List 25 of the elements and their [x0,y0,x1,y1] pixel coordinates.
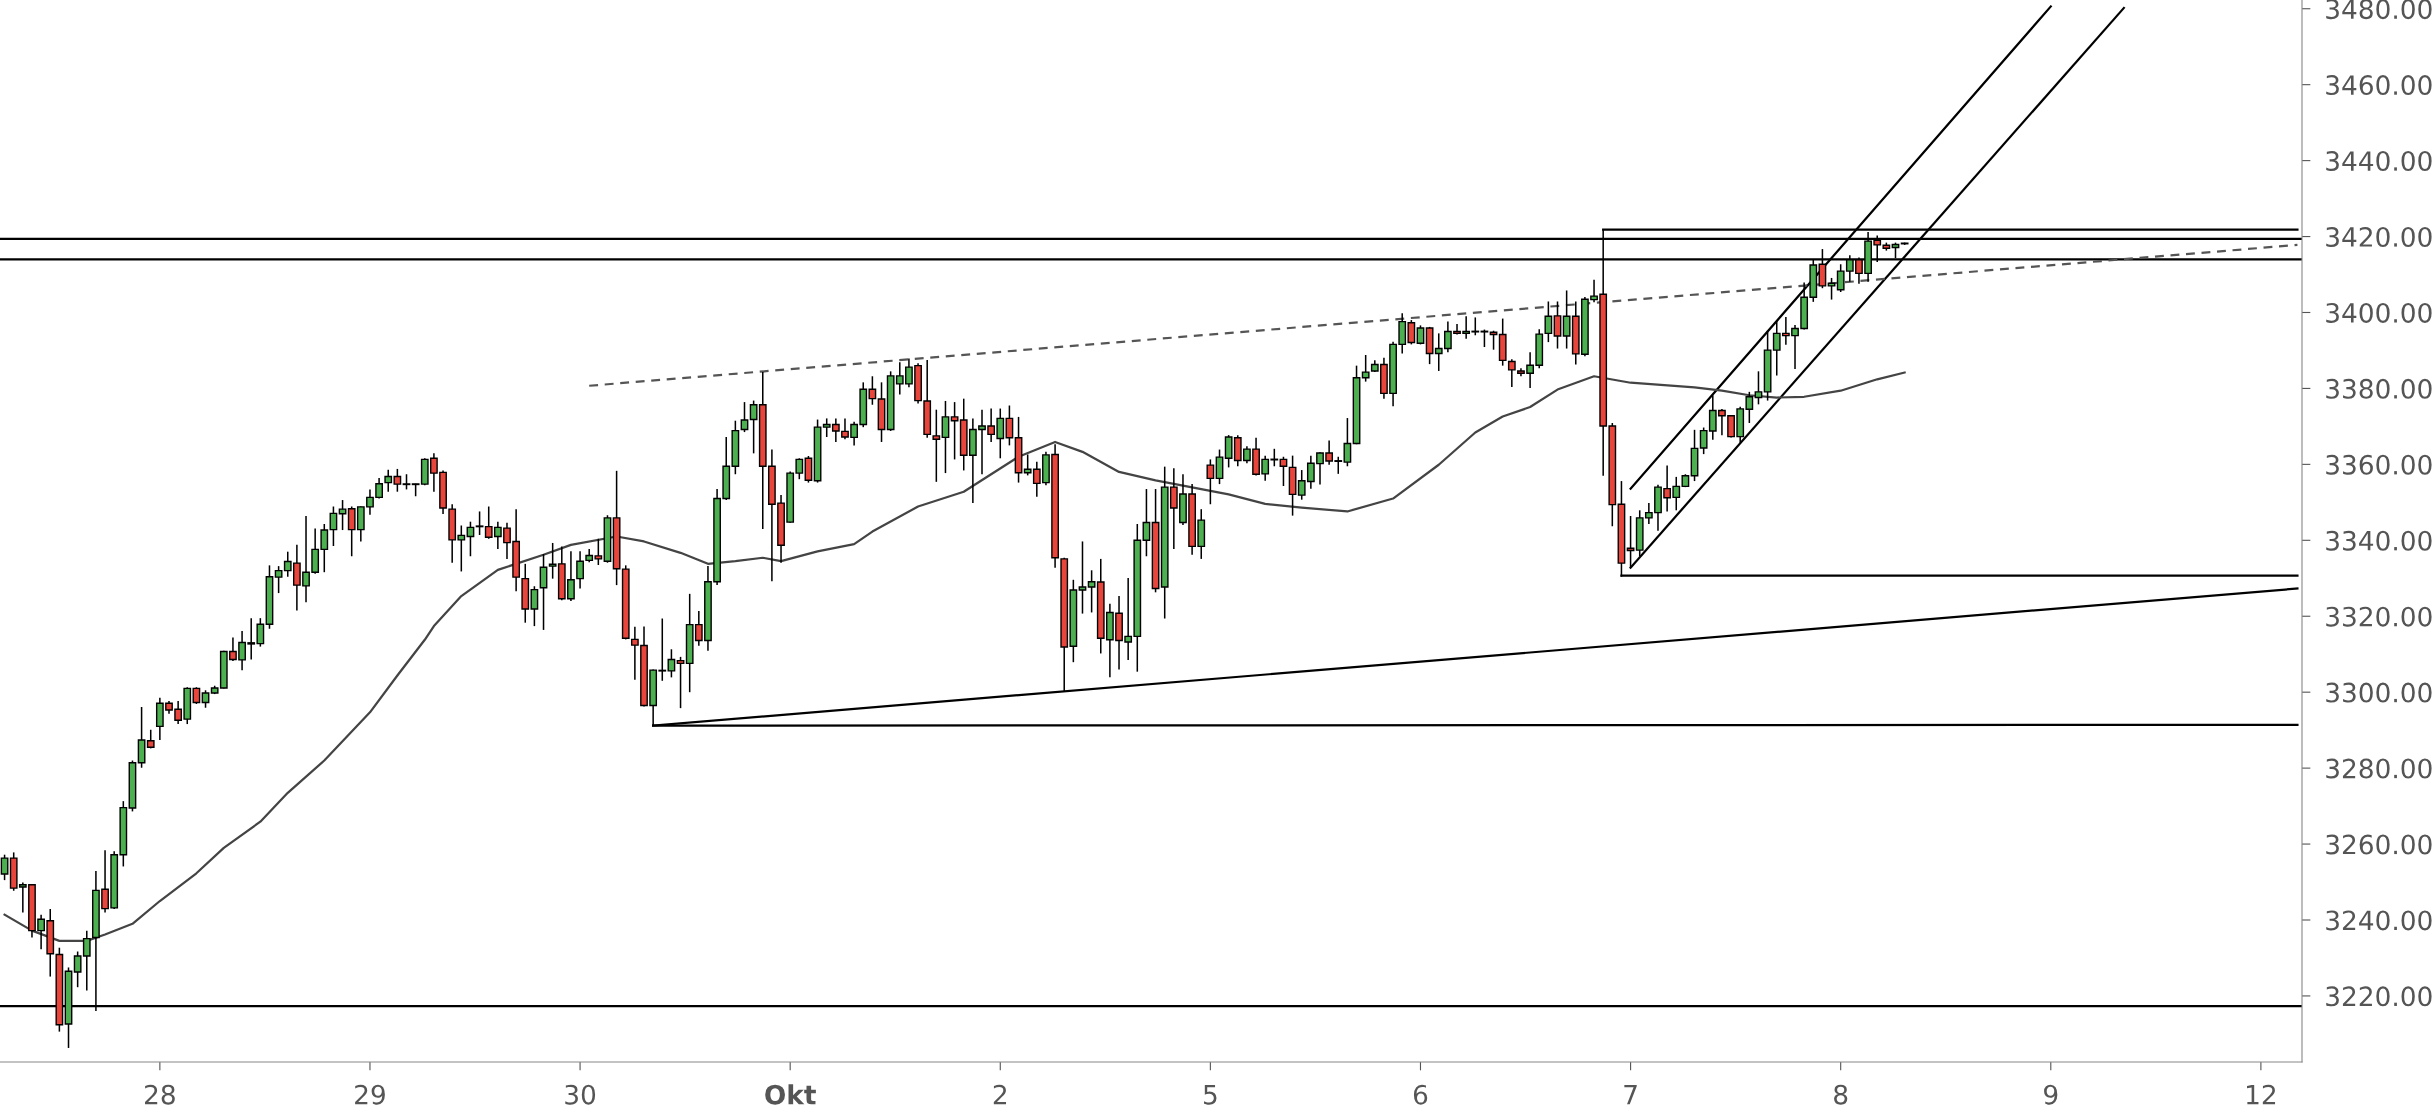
x-tick-label: 9 [2044,1084,2058,1105]
x-tick-label: 30 [565,1084,596,1105]
y-tick-label: 3260.00 [2326,834,2432,855]
y-tick-label: 3440.00 [2326,151,2432,172]
y-tick-label: 3360.00 [2326,454,2432,475]
y-tick-label: 3280.00 [2326,758,2432,779]
y-tick-label: 3340.00 [2326,530,2432,551]
y-tick-label: 3460.00 [2326,75,2432,96]
y-tick-label: 3400.00 [2326,302,2432,323]
y-tick-label: 3480.00 [2326,0,2432,20]
x-tick-label: 2 [993,1084,1007,1105]
y-tick-label: 3300.00 [2326,682,2432,703]
x-tick-label: 12 [2247,1084,2276,1105]
y-tick-label: 3320.00 [2326,606,2432,627]
x-tick-label: 7 [1624,1085,1637,1105]
y-tick-label: 3380.00 [2326,378,2432,399]
x-tick-label: 8 [1834,1084,1848,1105]
y-tick-label: 3240.00 [2326,910,2432,931]
x-tick-label: 29 [355,1084,385,1105]
y-tick-label: 3420.00 [2326,226,2432,247]
x-tick-label: 6 [1413,1084,1428,1105]
x-tick-label: Okt [765,1084,816,1105]
y-tick-label: 3220.00 [2326,986,2432,1007]
x-tick-label: 28 [145,1084,175,1105]
x-tick-label: 5 [1204,1085,1217,1105]
